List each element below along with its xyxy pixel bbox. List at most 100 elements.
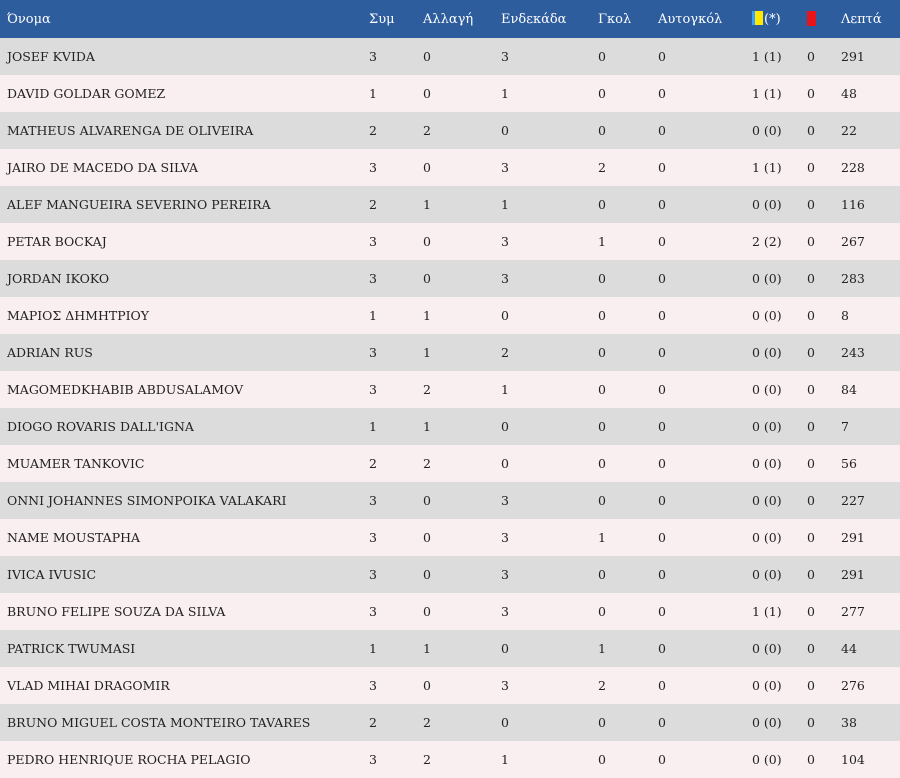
cell-sym: 3	[369, 530, 377, 545]
table-row: DIOGO ROVARIS DALL'IGNA 1 1 0 0 0 0 (0) 0 7	[0, 408, 900, 445]
cell-sym: 3	[369, 567, 377, 582]
cell-sym: 1	[369, 641, 377, 656]
cell-sub: 0	[423, 493, 431, 508]
table-row: BRUNO MIGUEL COSTA MONTEIRO TAVARES 2 2 0 0 0…	[0, 704, 900, 741]
player-name[interactable]: BRUNO MIGUEL COSTA MONTEIRO TAVARES	[7, 715, 311, 730]
cell-sub: 1	[423, 641, 431, 656]
player-name[interactable]: JOSEF KVIDA	[7, 49, 95, 64]
cell-eleven: 0	[501, 123, 509, 138]
col-header-minutes[interactable]: Λεπτά	[841, 11, 882, 27]
cell-eleven: 3	[501, 567, 509, 582]
cell-owngoals: 0	[658, 234, 666, 249]
player-name[interactable]: ONNI JOHANNES SIMONPOIKA VALAKARI	[7, 493, 287, 508]
cell-goals: 2	[598, 678, 606, 693]
cell-goals: 0	[598, 123, 606, 138]
cell-eleven: 3	[501, 678, 509, 693]
table-row: JORDAN IKOKO 3 0 3 0 0 0 (0) 0 283	[0, 260, 900, 297]
cell-yellow: 0 (0)	[752, 308, 782, 323]
col-header-sub[interactable]: Αλλαγή	[423, 11, 474, 27]
cell-goals: 0	[598, 752, 606, 767]
cell-red: 0	[807, 234, 815, 249]
cell-yellow: 0 (0)	[752, 493, 782, 508]
player-name[interactable]: MATHEUS ALVARENGA DE OLIVEIRA	[7, 123, 254, 138]
table-row: JAIRO DE MACEDO DA SILVA 3 0 3 2 0 1 (1) 0 228	[0, 149, 900, 186]
player-name[interactable]: ΜΑΡΙΟΣ ΔΗΜΗΤΡΙΟΥ	[7, 308, 150, 323]
player-name[interactable]: BRUNO FELIPE SOUZA DA SILVA	[7, 604, 226, 619]
cell-eleven: 1	[501, 382, 509, 397]
cell-yellow: 0 (0)	[752, 641, 782, 656]
col-header-goals[interactable]: Γκολ	[598, 11, 632, 27]
player-name[interactable]: PEDRO HENRIQUE ROCHA PELAGIO	[7, 752, 251, 767]
cell-sub: 2	[423, 752, 431, 767]
cell-red: 0	[807, 752, 815, 767]
cell-sym: 3	[369, 678, 377, 693]
cell-goals: 0	[598, 345, 606, 360]
player-name[interactable]: DIOGO ROVARIS DALL'IGNA	[7, 419, 194, 434]
cell-sym: 3	[369, 752, 377, 767]
cell-sym: 2	[369, 715, 377, 730]
cell-owngoals: 0	[658, 715, 666, 730]
col-header-owngoals[interactable]: Αυτογκόλ	[658, 11, 723, 27]
player-name[interactable]: ALEF MANGUEIRA SEVERINO PEREIRA	[7, 197, 271, 212]
cell-minutes: 7	[841, 419, 849, 434]
table-header-row: Όνομα Συμ Αλλαγή Ενδεκάδα Γκολ Αυτογκόλ …	[0, 0, 900, 38]
table-row: PATRICK TWUMASI 1 1 0 1 0 0 (0) 0 44	[0, 630, 900, 667]
cell-eleven: 2	[501, 345, 509, 360]
col-header-name[interactable]: Όνομα	[7, 11, 51, 27]
cell-goals: 0	[598, 567, 606, 582]
cell-red: 0	[807, 160, 815, 175]
player-name[interactable]: VLAD MIHAI DRAGOMIR	[7, 678, 170, 693]
cell-sym: 2	[369, 456, 377, 471]
player-name[interactable]: NAME MOUSTAPHA	[7, 530, 141, 545]
cell-sub: 0	[423, 49, 431, 64]
cell-goals: 0	[598, 197, 606, 212]
cell-eleven: 0	[501, 456, 509, 471]
cell-red: 0	[807, 641, 815, 656]
table-row: PETAR BOCKAJ 3 0 3 1 0 2 (2) 0 267	[0, 223, 900, 260]
player-name[interactable]: PETAR BOCKAJ	[7, 234, 107, 249]
player-name[interactable]: JORDAN IKOKO	[7, 271, 110, 286]
cell-red: 0	[807, 123, 815, 138]
table-row: ALEF MANGUEIRA SEVERINO PEREIRA 2 1 1 0 0 0 (0…	[0, 186, 900, 223]
cell-minutes: 84	[841, 382, 857, 397]
cell-minutes: 283	[841, 271, 865, 286]
cell-eleven: 3	[501, 493, 509, 508]
col-header-sym[interactable]: Συμ	[369, 11, 395, 27]
cell-yellow: 0 (0)	[752, 530, 782, 545]
yellow-header-suffix: (*)	[764, 12, 781, 27]
cell-owngoals: 0	[658, 678, 666, 693]
cell-sub: 2	[423, 382, 431, 397]
table-row: JOSEF KVIDA 3 0 3 0 0 1 (1) 0 291	[0, 38, 900, 75]
cell-goals: 1	[598, 234, 606, 249]
cell-minutes: 104	[841, 752, 865, 767]
col-header-yellow[interactable]: (*)	[752, 0, 807, 38]
cell-goals: 2	[598, 160, 606, 175]
cell-minutes: 291	[841, 567, 865, 582]
cell-yellow: 0 (0)	[752, 678, 782, 693]
cell-red: 0	[807, 86, 815, 101]
cell-owngoals: 0	[658, 530, 666, 545]
cell-sym: 3	[369, 345, 377, 360]
cell-sub: 0	[423, 86, 431, 101]
player-name[interactable]: JAIRO DE MACEDO DA SILVA	[7, 160, 199, 175]
player-name[interactable]: IVICA IVUSIC	[7, 567, 97, 582]
cell-goals: 0	[598, 715, 606, 730]
cell-yellow: 0 (0)	[752, 715, 782, 730]
cell-goals: 0	[598, 604, 606, 619]
cell-goals: 0	[598, 382, 606, 397]
cell-sym: 1	[369, 86, 377, 101]
cell-owngoals: 0	[658, 382, 666, 397]
col-header-eleven[interactable]: Ενδεκάδα	[501, 11, 567, 27]
cell-eleven: 1	[501, 752, 509, 767]
cell-red: 0	[807, 382, 815, 397]
cell-eleven: 0	[501, 715, 509, 730]
player-name[interactable]: MAGOMEDKHABIB ABDUSALAMOV	[7, 382, 244, 397]
player-name[interactable]: PATRICK TWUMASI	[7, 641, 136, 656]
player-name[interactable]: ADRIAN RUS	[7, 345, 93, 360]
player-name[interactable]: MUAMER TANKOVIC	[7, 456, 145, 471]
col-header-red[interactable]	[807, 0, 841, 38]
player-name[interactable]: DAVID GOLDAR GOMEZ	[7, 86, 166, 101]
cell-owngoals: 0	[658, 49, 666, 64]
cell-owngoals: 0	[658, 641, 666, 656]
